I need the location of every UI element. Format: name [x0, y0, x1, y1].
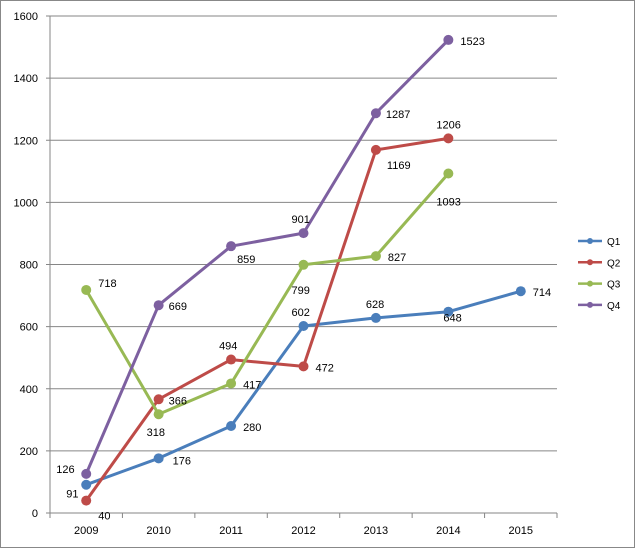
- y-axis-ticks: 0 200 400 600 800 1000 1200 1400 1600: [14, 11, 50, 520]
- data-label-q4-2012: 901: [292, 214, 310, 226]
- data-point-q2-2009: [81, 495, 92, 506]
- data-point-q3-2013: [370, 251, 381, 262]
- data-label-q4-2014: 1523: [460, 36, 484, 48]
- legend-marker-q1: [587, 238, 593, 244]
- legend-label-q3: Q3: [607, 280, 621, 291]
- data-label-q3-2014: 1093: [436, 196, 460, 208]
- data-label-q1-2015: 714: [533, 287, 551, 299]
- data-point-q3-2011: [226, 378, 237, 389]
- x-tick-label-2011: 2011: [219, 525, 243, 537]
- data-point-q4-2013: [370, 108, 381, 119]
- data-label-q2-2014: 1206: [436, 119, 460, 131]
- legend-label-q2: Q2: [607, 258, 621, 269]
- data-point-q4-2014: [443, 34, 454, 45]
- data-point-q1-2015: [515, 286, 526, 297]
- data-label-q1-2011: 280: [243, 422, 261, 434]
- data-label-q1-2012: 602: [292, 307, 310, 319]
- data-label-q2-2010: 366: [169, 395, 187, 407]
- data-label-q3-2012: 799: [292, 285, 310, 297]
- data-label-q4-2010: 669: [169, 301, 187, 313]
- x-tick-label-2014: 2014: [436, 525, 460, 537]
- y-tick-label-400: 400: [20, 384, 38, 396]
- data-label-q4-2009: 126: [56, 464, 74, 476]
- data-point-q2-2013: [370, 144, 381, 155]
- data-point-q4-2009: [81, 468, 92, 479]
- data-point-q2-2012: [298, 361, 309, 372]
- legend: Q1 Q2 Q3 Q4: [578, 237, 621, 312]
- legend-label-q1: Q1: [607, 237, 621, 248]
- series-line-q2: [84, 136, 449, 502]
- data-point-q1-2011: [226, 421, 237, 432]
- data-label-q2-2011: 494: [219, 341, 237, 353]
- legend-marker-q2: [587, 259, 593, 266]
- data-point-q3-2009: [81, 284, 92, 295]
- data-point-q1-2010: [153, 453, 164, 464]
- data-point-q2-2010: [153, 394, 164, 405]
- data-point-q1-2009: [81, 479, 92, 490]
- x-tick-label-2010: 2010: [146, 525, 170, 537]
- data-point-q3-2012: [298, 259, 309, 270]
- data-labels: 91 176 280 602 628 648 714 40 366 494 472 1169 1206 7…: [56, 36, 551, 523]
- y-tick-label-200: 200: [20, 446, 38, 458]
- legend-marker-q3: [587, 280, 593, 287]
- y-tick-label-1000: 1000: [14, 197, 38, 209]
- series-layer: [81, 34, 526, 506]
- x-tick-label-2012: 2012: [291, 525, 315, 537]
- data-point-q2-2014: [443, 133, 454, 144]
- y-tick-label-600: 600: [20, 322, 38, 334]
- x-tick-label-2009: 2009: [74, 525, 98, 537]
- data-label-q4-2011: 859: [237, 254, 255, 266]
- data-point-q2-2011: [226, 354, 237, 365]
- data-point-q1-2012: [298, 321, 309, 332]
- y-tick-label-800: 800: [20, 260, 38, 272]
- data-point-q1-2013: [370, 312, 381, 323]
- x-tick-label-2013: 2013: [364, 525, 388, 537]
- y-tick-label-1400: 1400: [14, 73, 38, 85]
- data-point-q1-2014: [443, 306, 454, 317]
- data-label-q1-2014: 648: [443, 313, 461, 325]
- data-label-q1-2009: 91: [66, 489, 78, 501]
- data-label-q2-2012: 472: [316, 362, 334, 374]
- data-label-q4-2013: 1287: [386, 109, 410, 121]
- legend-marker-q4: [587, 301, 593, 308]
- data-label-q3-2011: 417: [243, 379, 261, 391]
- y-tick-label-1600: 1600: [14, 11, 38, 23]
- data-point-q3-2014: [443, 168, 454, 179]
- data-label-q1-2013: 628: [366, 299, 384, 311]
- x-axis-ticks: 2009 2010 2011 2012 2013 2014 2015: [49, 513, 558, 537]
- y-tick-label-0: 0: [32, 508, 38, 520]
- legend-label-q4: Q4: [607, 301, 621, 312]
- x-tick-label-2015: 2015: [509, 525, 533, 537]
- y-tick-label-1200: 1200: [14, 135, 38, 147]
- data-point-q3-2010: [153, 409, 164, 420]
- data-label-q1-2010: 176: [173, 455, 191, 467]
- data-label-q3-2010: 318: [147, 427, 165, 439]
- data-label-q3-2009: 718: [98, 278, 116, 290]
- data-label-q3-2013: 827: [388, 252, 406, 264]
- series-line-q4: [84, 38, 450, 475]
- data-label-q2-2009: 40: [98, 511, 110, 523]
- data-point-q4-2011: [226, 241, 237, 252]
- series-line-q3: [84, 172, 450, 416]
- data-label-q2-2013: 1169: [387, 160, 411, 172]
- data-point-q4-2010: [153, 300, 164, 311]
- data-point-q4-2012: [298, 228, 309, 239]
